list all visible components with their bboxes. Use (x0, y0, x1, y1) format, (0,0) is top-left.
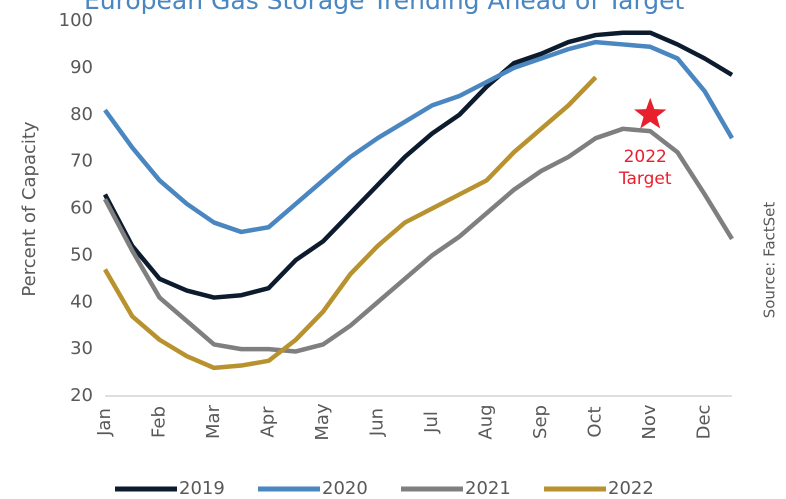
annotation-label: Target (618, 169, 672, 189)
x-tick-label: Aug (476, 404, 497, 439)
y-tick-label: 50 (70, 244, 93, 265)
annotation-label: 2022 (624, 147, 667, 167)
legend-label: 2019 (179, 478, 225, 499)
legend-label: 2020 (322, 478, 368, 499)
y-tick-label: 90 (70, 57, 93, 78)
x-tick-label: Jan (94, 408, 115, 437)
x-tick-label: Jun (367, 408, 388, 437)
line-series (103, 30, 734, 300)
x-tick-label: Dec (694, 405, 715, 440)
y-tick-label: 70 (70, 151, 93, 172)
y-axis-label: Percent of Capacity (19, 121, 40, 297)
x-tick-label: Jul (421, 411, 442, 434)
x-tick-label: Sep (530, 405, 551, 439)
x-tick-label: Feb (149, 406, 170, 438)
line-series (103, 39, 734, 235)
y-tick-label: 60 (70, 198, 93, 219)
y-tick-label: 20 (70, 385, 93, 406)
y-tick-label: 40 (70, 291, 93, 312)
y-tick-label: 30 (70, 338, 93, 359)
y-tick-label: 100 (59, 10, 93, 31)
source: Source: FactSet (761, 202, 779, 319)
x-tick-label: Oct (585, 406, 606, 437)
x-tick-label: Apr (258, 406, 279, 438)
chart-title: European Gas Storage Trending Ahead of T… (84, 0, 685, 15)
line-series (103, 75, 598, 371)
x-tick-label: Nov (639, 404, 660, 439)
y-tick-label: 80 (70, 104, 93, 125)
legend-label: 2021 (465, 478, 511, 499)
x-tick-label: Mar (203, 404, 224, 439)
target-star (634, 97, 667, 129)
legend-label: 2022 (608, 478, 654, 499)
x-tick-label: May (312, 403, 333, 441)
line-series (103, 126, 734, 354)
